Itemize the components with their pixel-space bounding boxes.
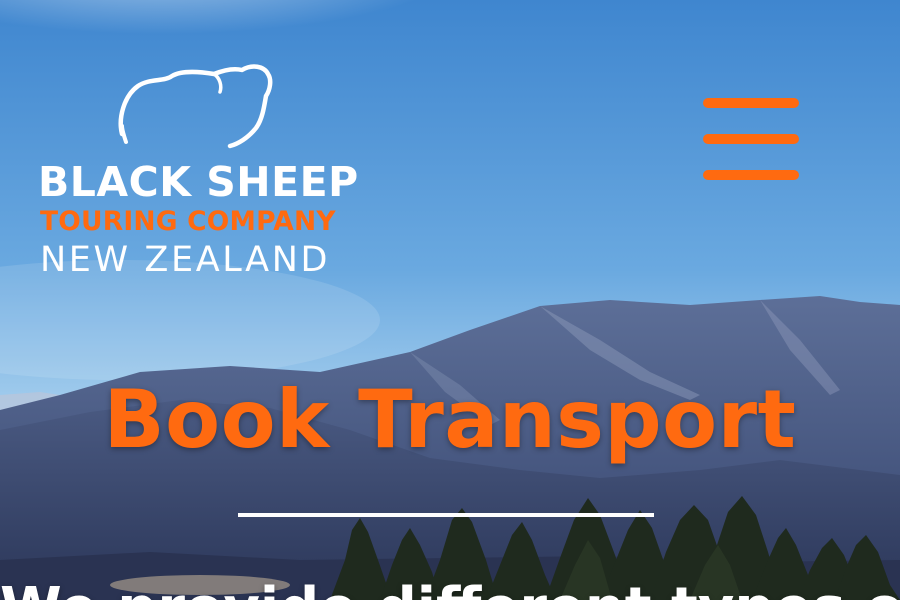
menu-bar-top [703, 98, 799, 108]
logo-region: NEW ZEALAND [40, 240, 331, 280]
title-divider [238, 513, 654, 517]
logo-brand-name: BLACK SHEEP [38, 158, 359, 206]
sheep-outline-icon [118, 64, 273, 149]
hero-subtitle: We provide different types of [0, 574, 900, 600]
page-title: Book Transport [103, 373, 797, 466]
hamburger-menu-button[interactable] [700, 94, 802, 186]
menu-bar-middle [703, 134, 799, 144]
logo-tagline: TOURING COMPANY [40, 206, 336, 237]
brand-logo[interactable]: BLACK SHEEP TOURING COMPANY NEW ZEALAND [38, 52, 358, 282]
menu-bar-bottom [703, 170, 799, 180]
